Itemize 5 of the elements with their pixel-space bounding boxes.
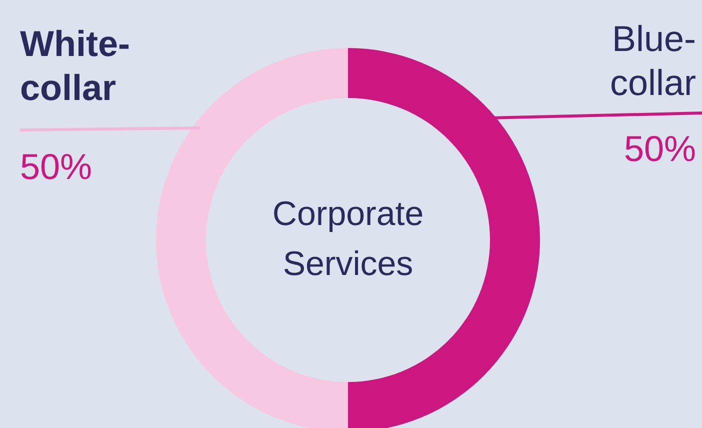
slice-label: Blue-collar: [610, 18, 696, 103]
slice-label: White-collar: [20, 23, 130, 108]
text: Corporate Services: [272, 195, 424, 283]
data-label: 50%: [20, 146, 92, 187]
data-label: 50%: [624, 128, 696, 169]
